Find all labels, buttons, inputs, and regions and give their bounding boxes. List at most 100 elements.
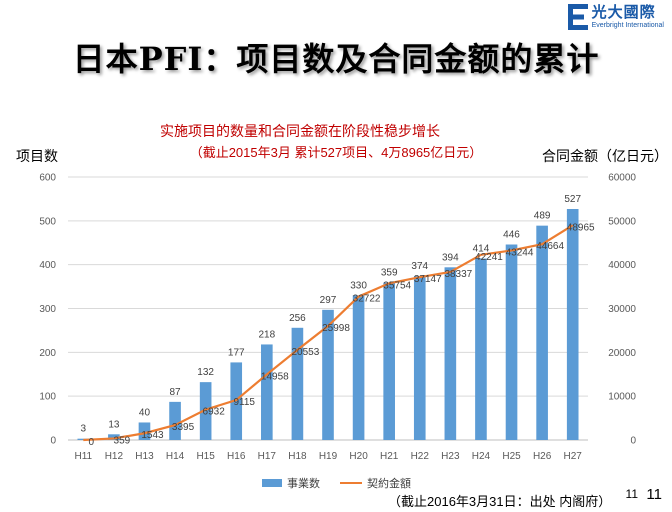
line-value-label: 32722 (353, 294, 381, 305)
x-tick-label: H12 (105, 451, 124, 462)
brand-logo: 光大國際 Everbright International (567, 4, 664, 30)
bar-value-label: 256 (289, 313, 306, 324)
y-tick-left: 200 (39, 348, 56, 359)
x-tick-label: H23 (441, 451, 460, 462)
bar (383, 282, 395, 440)
line-value-label: 14958 (261, 371, 289, 382)
x-tick-label: H27 (564, 451, 583, 462)
bar-value-label: 297 (320, 295, 337, 306)
page-number: 11 (646, 486, 662, 503)
legend-label-line: 契約金額 (367, 478, 411, 490)
x-tick-label: H18 (288, 451, 307, 462)
x-tick-label: H14 (166, 451, 185, 462)
y-tick-left: 400 (39, 260, 56, 271)
bar (444, 267, 457, 440)
bar-value-label: 13 (108, 419, 120, 430)
bar (108, 434, 120, 440)
bar-data-labels: 3 13 40 87 132 177 218 256 297 330 359 374 394 414 446… (81, 194, 582, 435)
bar (505, 244, 518, 440)
bar-value-label: 218 (258, 329, 275, 340)
legend-item-bar[interactable]: 事業数 (262, 475, 320, 491)
bar-value-label: 132 (197, 367, 214, 378)
bar (138, 422, 151, 440)
bar (536, 225, 548, 440)
legend-item-line[interactable]: 契約金額 (340, 475, 411, 491)
y-tick-right: 50000 (608, 216, 636, 227)
y-tick-right: 10000 (608, 392, 636, 403)
legend-label-bar: 事業数 (287, 478, 320, 490)
y-tick-right: 20000 (608, 348, 636, 359)
y-tick-right: 30000 (608, 304, 636, 315)
x-tick-label: H26 (533, 451, 552, 462)
line-value-label: 42241 (475, 252, 503, 263)
line-value-label: 44664 (536, 241, 564, 252)
logo-english-text: Everbright International (591, 22, 664, 29)
x-tick-label: H25 (502, 451, 521, 462)
bar-value-label: 359 (381, 268, 398, 279)
source-note: （截止2016年3月31日：出处 内阁府） (388, 494, 612, 509)
y-axis-left-label: 项目数 (16, 148, 58, 164)
bar-value-label: 527 (564, 194, 581, 205)
y-axis-right-ticks: 0 10000 20000 30000 40000 50000 60000 (608, 173, 636, 447)
contract-amount-line (83, 224, 574, 442)
bar-value-label: 3 (81, 424, 87, 435)
line-value-label: 20553 (292, 347, 320, 358)
line-value-label: 359 (114, 435, 131, 446)
line-value-label: 43244 (506, 247, 534, 258)
bar-value-label: 177 (228, 347, 245, 358)
bar-value-label: 40 (139, 407, 151, 418)
line-value-label: 37147 (414, 274, 442, 285)
bar-value-label: 394 (442, 252, 459, 263)
y-tick-left: 600 (39, 173, 56, 184)
y-tick-left: 0 (50, 436, 56, 447)
y-tick-left: 100 (39, 392, 56, 403)
bar (199, 382, 212, 440)
x-tick-label: H13 (135, 451, 154, 462)
y-tick-right: 40000 (608, 260, 636, 271)
bar (322, 309, 334, 440)
line-value-label: 3395 (172, 422, 195, 433)
bar (261, 344, 273, 440)
chart-subtitle: （截止2015年3月 累计527项目、4万8965亿日元） (189, 145, 483, 160)
y-tick-right: 0 (630, 436, 636, 447)
line-value-label: 35754 (383, 280, 411, 291)
bar (291, 327, 304, 440)
y-tick-left: 300 (39, 304, 56, 315)
bar-value-label: 446 (503, 230, 520, 241)
page-number-small: 11 (625, 487, 638, 501)
y-axis-right-label: 合同金额（亿日元） (542, 148, 668, 164)
bar-value-label: 489 (534, 211, 551, 222)
line-value-label: 1543 (141, 430, 164, 441)
legend-swatch-bar (262, 479, 282, 487)
bar-value-label: 374 (411, 261, 428, 272)
line-data-labels: 0 359 1543 3395 6932 9115 14958 20553 25998 32722… (89, 222, 596, 448)
y-tick-right: 60000 (608, 173, 636, 184)
bar (352, 295, 365, 440)
x-tick-label: H11 (74, 451, 92, 462)
bar-value-label: 87 (169, 387, 181, 398)
bar (566, 208, 579, 440)
logo-chinese-text: 光大國際 (591, 4, 656, 21)
line-series (83, 224, 574, 442)
chart-title: 实施项目的数量和合同金额在阶段性稳步增长 (160, 123, 440, 139)
bar (169, 401, 181, 440)
bar-series (77, 208, 579, 440)
legend-swatch-line (340, 482, 362, 484)
line-value-label: 25998 (322, 323, 350, 334)
y-tick-left: 500 (39, 216, 56, 227)
line-value-label: 48965 (567, 222, 595, 233)
x-tick-label: H22 (411, 451, 430, 462)
line-value-label: 38337 (444, 269, 472, 280)
x-tick-label: H15 (196, 451, 215, 462)
bar-value-label: 414 (473, 244, 490, 255)
x-tick-label: H16 (227, 451, 246, 462)
x-tick-label: H19 (319, 451, 338, 462)
bar-value-label: 330 (350, 280, 367, 291)
bar (475, 258, 487, 440)
slide-title: 日本PFI：项目数及合同金额的累计 (72, 40, 600, 78)
x-tick-label: H24 (472, 451, 491, 462)
logo-e-icon (567, 4, 588, 30)
x-tick-label: H20 (349, 451, 368, 462)
line-value-label: 0 (89, 437, 95, 448)
